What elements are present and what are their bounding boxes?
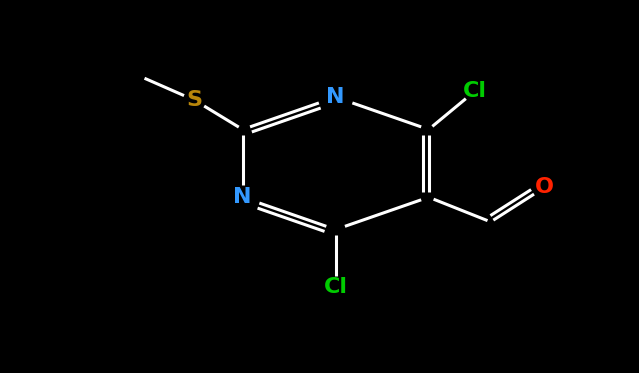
Text: N: N [233, 187, 252, 207]
Text: Cl: Cl [323, 277, 348, 297]
Text: O: O [535, 177, 555, 197]
Text: S: S [187, 90, 203, 110]
Text: Cl: Cl [463, 81, 487, 101]
Text: N: N [327, 87, 345, 107]
